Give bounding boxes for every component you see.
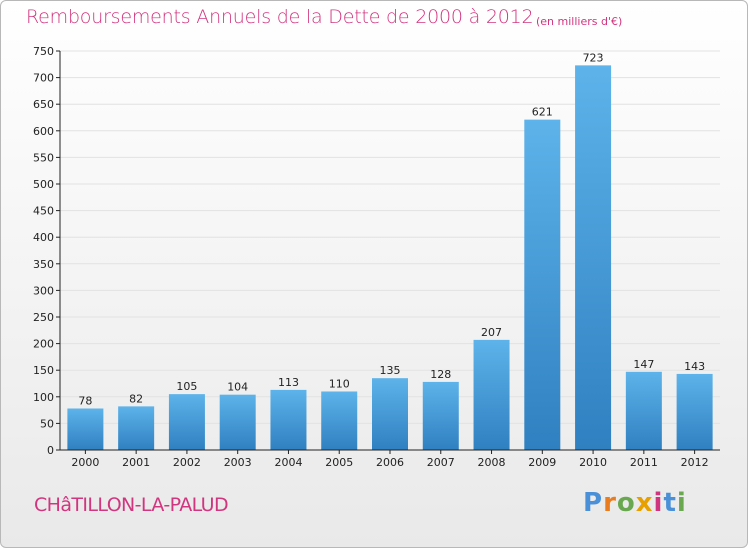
logo-letter: o [616, 488, 636, 518]
y-tick-label: 300 [33, 284, 54, 297]
bar [575, 65, 612, 450]
bar [118, 406, 155, 450]
y-tick-label: 150 [33, 364, 54, 377]
bar [270, 389, 307, 450]
x-tick-label: 2003 [224, 456, 252, 469]
bar [219, 394, 256, 450]
data-label: 113 [278, 376, 299, 389]
bar [168, 394, 205, 450]
y-tick-label: 200 [33, 338, 54, 351]
data-label: 105 [176, 380, 197, 393]
bar [67, 408, 104, 450]
y-tick-label: 750 [33, 45, 54, 58]
data-label: 110 [329, 377, 350, 390]
bar [676, 373, 713, 450]
data-label: 82 [129, 392, 143, 405]
logo-letter: r [603, 488, 617, 518]
bar [625, 371, 662, 450]
x-tick-label: 2010 [579, 456, 607, 469]
y-tick-label: 100 [33, 391, 54, 404]
y-tick-label: 350 [33, 258, 54, 271]
data-label: 128 [430, 368, 451, 381]
bar [372, 378, 408, 450]
chart-subtitle: (en milliers d'€) [536, 15, 623, 28]
y-tick-label: 500 [33, 178, 54, 191]
chart-title: Remboursements Annuels de la Dette de 20… [26, 6, 534, 28]
logo-letter: t [663, 488, 677, 518]
bar [422, 381, 459, 450]
logo-letter: P [583, 488, 604, 518]
y-tick-label: 250 [33, 311, 54, 324]
y-tick-label: 450 [33, 205, 54, 218]
x-tick-label: 2000 [71, 456, 99, 469]
axes: 0 50 100 150 200 250 300 350 400 450 500 550 600 650 7… [33, 45, 720, 469]
data-label: 723 [583, 51, 604, 64]
x-tick-label: 2001 [122, 456, 150, 469]
logo-letter: x [635, 488, 654, 518]
y-tick-label: 50 [40, 417, 54, 430]
y-tick-label: 0 [47, 444, 54, 457]
x-tick-label: 2012 [681, 456, 709, 469]
x-tick-label: 2005 [325, 456, 353, 469]
y-tick-label: 550 [33, 151, 54, 164]
y-tick-label: 600 [33, 125, 54, 138]
commune-name: CHâTILLON-LA-PALUD [34, 494, 229, 516]
x-tick-label: 2006 [376, 456, 404, 469]
x-tick-label: 2007 [427, 456, 455, 469]
data-label: 621 [532, 106, 553, 119]
x-tick-label: 2004 [274, 456, 302, 469]
y-tick-label: 650 [33, 98, 54, 111]
logo-letter: i [653, 488, 664, 518]
proxiti-logo[interactable]: Proxiti [583, 488, 687, 518]
bar [321, 391, 358, 450]
data-label: 104 [227, 381, 248, 394]
bar [473, 339, 510, 450]
x-tick-label: 2002 [173, 456, 201, 469]
data-label: 135 [380, 364, 401, 377]
x-tick-label: 2011 [630, 456, 658, 469]
data-label: 147 [633, 358, 654, 371]
x-tick-label: 2009 [528, 456, 556, 469]
logo-letter: i [676, 488, 687, 518]
y-tick-label: 400 [33, 231, 54, 244]
bar [524, 119, 561, 451]
x-tick-label: 2008 [478, 456, 506, 469]
bars: 78 82 105 104 113 110 135 128 207 621 723 147 143 [67, 51, 713, 451]
data-label: 78 [78, 395, 92, 408]
data-label: 207 [481, 326, 502, 339]
y-tick-label: 700 [33, 72, 54, 85]
data-label: 143 [684, 360, 705, 373]
